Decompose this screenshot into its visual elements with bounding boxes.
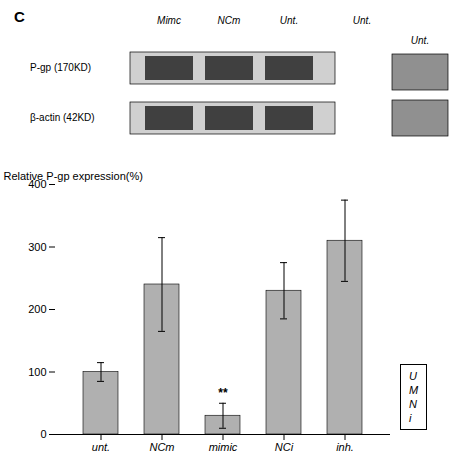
svg-text:inh.: inh. [336,441,354,453]
svg-text:β-actin (42KD): β-actin (42KD) [30,112,95,123]
svg-text:mimic: mimic [209,441,238,453]
svg-text:Unt.: Unt. [280,15,298,26]
svg-text:P-gp (170KD): P-gp (170KD) [30,62,91,73]
svg-text:100: 100 [28,366,46,378]
html-text:U: U [409,370,417,382]
svg-text:Relative P-gp expression(%): Relative P-gp expression(%) [4,170,143,182]
svg-text:NCm: NCm [218,15,241,26]
svg-text:C: C [14,8,25,25]
html-text:N: N [409,398,417,410]
svg-text:400: 400 [28,178,47,190]
svg-text:Unt.: Unt. [411,35,429,46]
svg-text:unt.: unt. [92,441,110,453]
svg-text:Unt.: Unt. [353,15,371,26]
svg-text:NCi: NCi [275,441,294,453]
html-text:i: i [409,412,412,424]
svg-text:300: 300 [28,241,46,253]
html-text:M: M [409,384,419,396]
svg-text:0: 0 [40,428,46,440]
svg-text:**: ** [218,386,228,400]
svg-text:NCm: NCm [149,441,174,453]
svg-text:200: 200 [28,303,46,315]
svg-text:Mimc: Mimc [157,15,181,26]
